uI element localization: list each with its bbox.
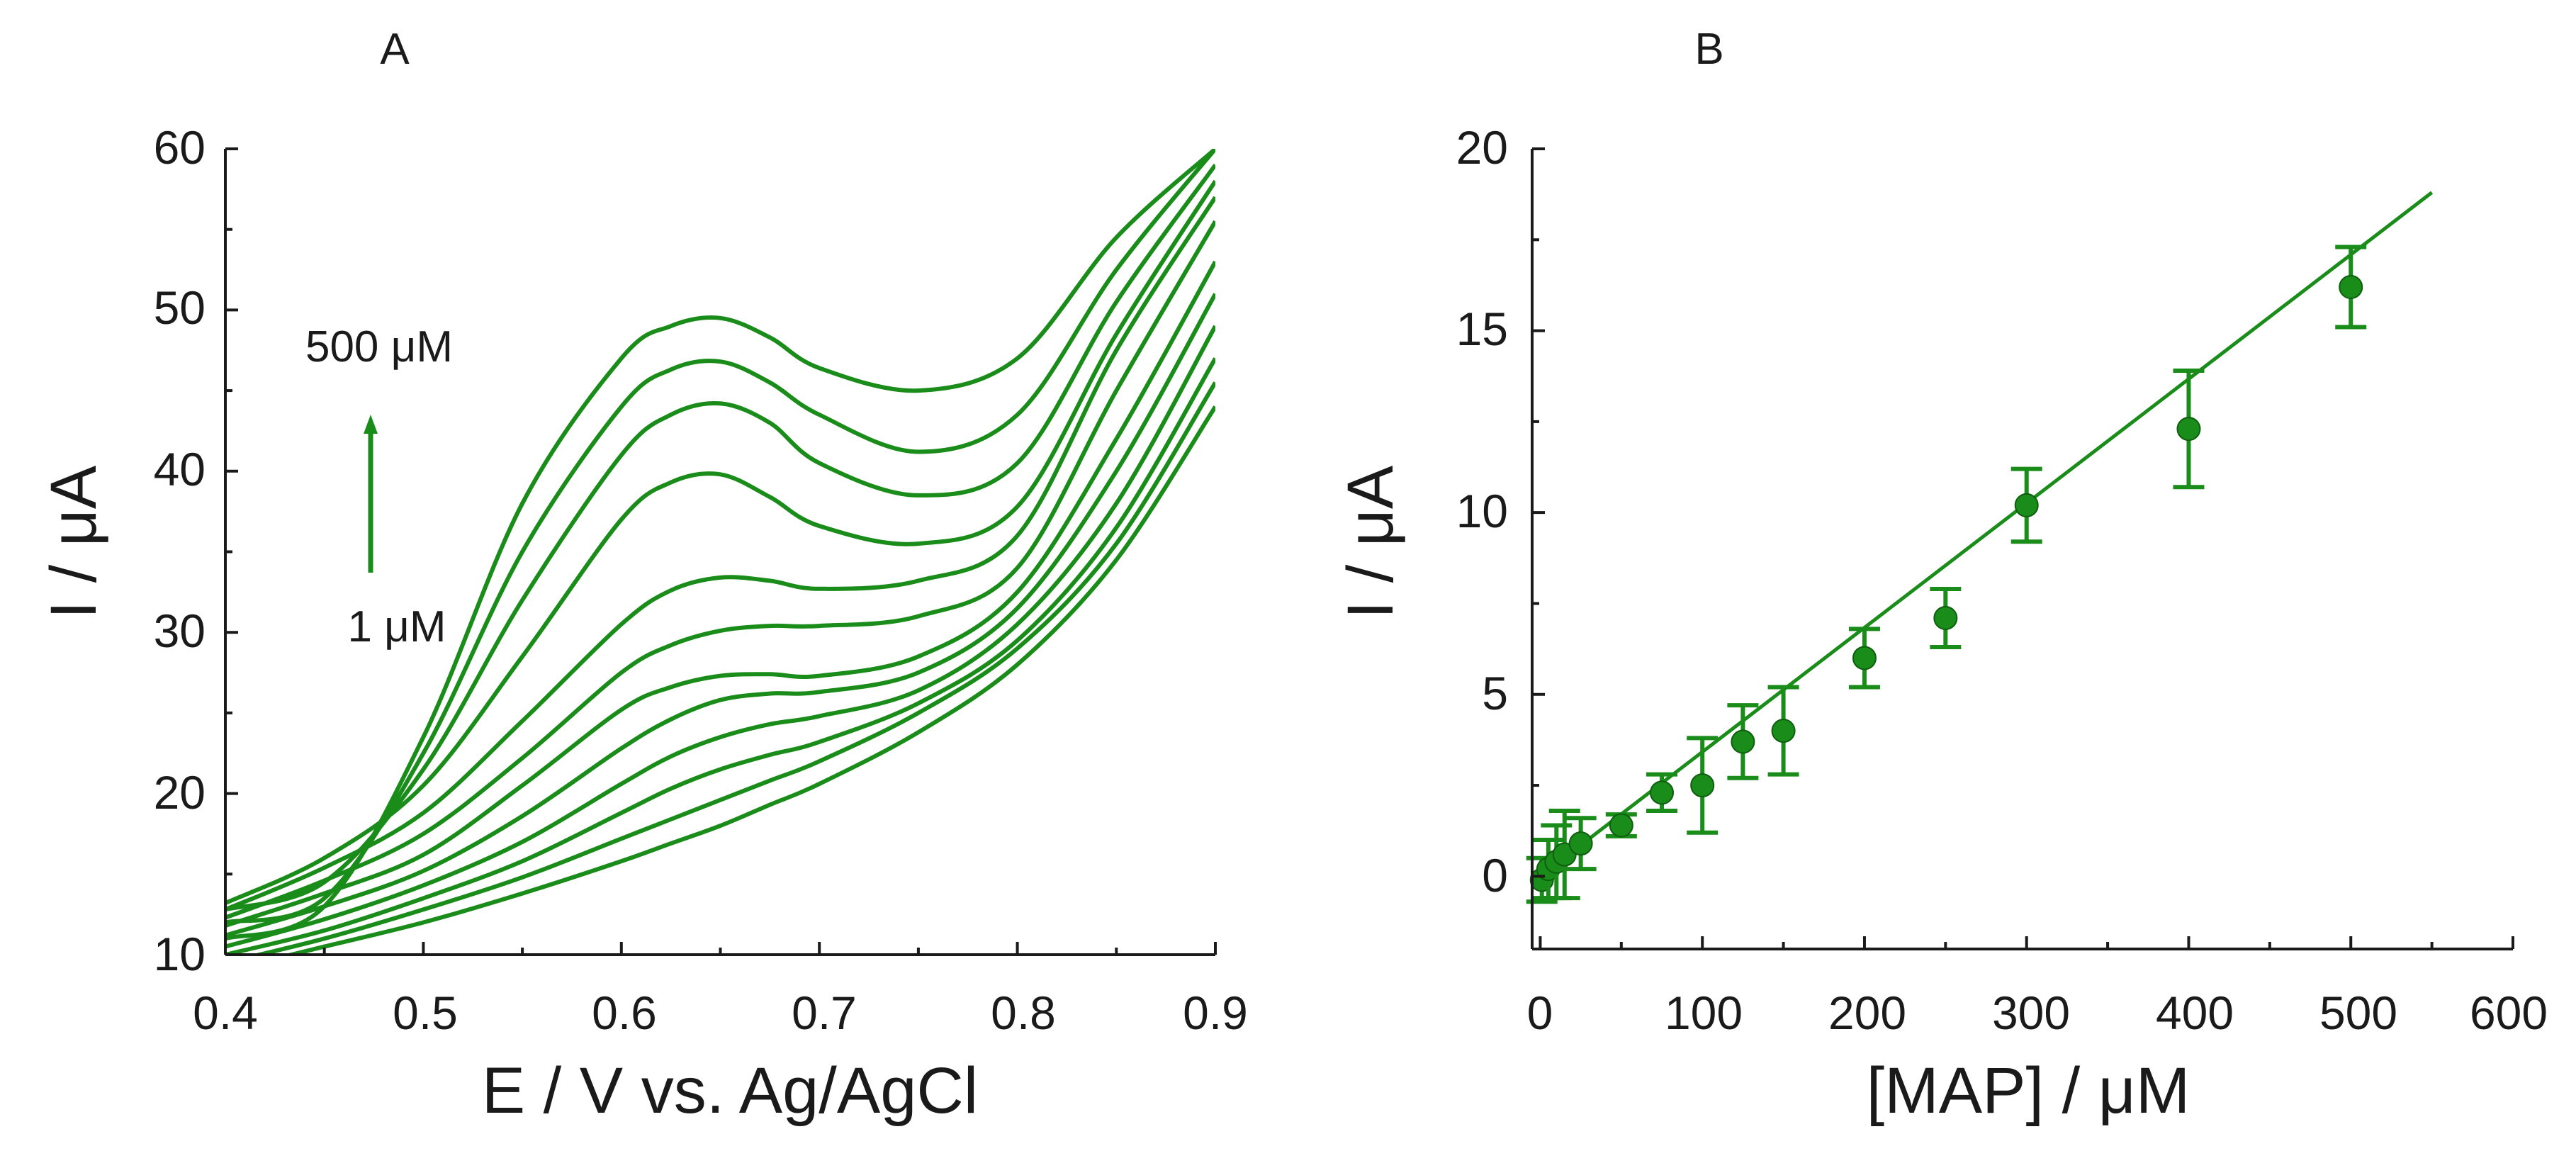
panel-a-y-axis-title: I / μA (38, 465, 110, 619)
data-point (1933, 606, 1958, 631)
panel-b-fit-line (1539, 191, 2434, 878)
voltammogram-curve (225, 325, 1215, 949)
y-tick-label: 30 (154, 605, 206, 657)
data-point (2176, 417, 2201, 442)
panel-a-y-tick-labels: 10 20 30 40 50 60 (154, 121, 206, 980)
y-tick-label: 50 (154, 281, 206, 334)
x-tick-label: 0.6 (592, 987, 657, 1039)
voltammogram-curve (225, 260, 1215, 928)
data-point (1650, 780, 1675, 805)
x-tick-label: 0.9 (1183, 987, 1248, 1039)
voltammogram-curve (225, 357, 1215, 955)
voltammogram-curve (225, 149, 1215, 925)
concentration-arrow-head (364, 415, 378, 434)
voltammogram-curve (250, 381, 1215, 955)
x-tick-label: 400 (2156, 987, 2234, 1039)
voltammogram-curve (225, 163, 1215, 912)
data-point (1771, 719, 1796, 743)
x-tick-label: 0.5 (393, 987, 458, 1039)
panel-a-x-axis-title: E / V vs. Ag/AgCl (482, 1055, 979, 1127)
annotation-top-label: 500 μM (305, 322, 453, 371)
x-tick-label: 0.4 (193, 987, 258, 1039)
x-tick-label: 300 (1992, 987, 2070, 1039)
x-tick-label: 100 (1665, 987, 1743, 1039)
panel-b-axes-frame (1531, 147, 2514, 950)
data-point (2339, 275, 2363, 300)
x-tick-label: 200 (1828, 987, 1906, 1039)
voltammogram-curve (225, 179, 1215, 905)
data-point (1568, 831, 1593, 856)
y-tick-label: 0 (1482, 849, 1508, 902)
panel-a-x-tick-labels: 0.4 0.5 0.6 0.7 0.8 0.9 (193, 987, 1248, 1039)
data-point (1609, 813, 1633, 838)
panel-b-data-points (1526, 245, 2367, 904)
voltammogram-curve (282, 405, 1215, 955)
data-point (1731, 729, 1755, 754)
data-point (1852, 646, 1877, 670)
y-tick-label: 5 (1482, 667, 1508, 719)
panel-a-axes-frame (224, 147, 1217, 956)
linear-fit-line (1539, 191, 2434, 878)
voltammogram-curve (225, 149, 1215, 941)
y-tick-label: 60 (154, 121, 206, 174)
panel-a: A 10 20 30 40 50 60 0.4 0.5 0.6 0.7 0.8 … (38, 25, 1248, 1127)
x-tick-label: 0.8 (991, 987, 1056, 1039)
voltammogram-curve (225, 220, 1215, 920)
x-tick-label: 0.7 (792, 987, 857, 1039)
voltammogram-curve (225, 293, 1215, 938)
data-point (2014, 493, 2039, 517)
panel-b-x-tick-labels: 0 100 200 300 400 500 600 (1527, 987, 2548, 1039)
annotation-bottom-label: 1 μM (347, 602, 446, 651)
panel-a-letter: A (380, 25, 410, 74)
panel-b: B 0 5 10 15 20 0 100 200 300 400 500 600… (1334, 25, 2548, 1127)
y-tick-label: 40 (154, 443, 206, 495)
data-point (1690, 773, 1715, 798)
panel-b-y-axis-title: I / μA (1334, 465, 1407, 619)
y-tick-label: 20 (1456, 121, 1508, 174)
voltammogram-curve (225, 196, 1215, 912)
y-tick-label: 10 (154, 928, 206, 980)
y-tick-label: 20 (154, 766, 206, 819)
x-tick-label: 600 (2470, 987, 2548, 1039)
y-tick-label: 10 (1456, 485, 1508, 537)
panel-b-x-axis-title: [MAP] / μM (1867, 1055, 2190, 1127)
x-tick-label: 500 (2319, 987, 2397, 1039)
x-tick-label: 0 (1527, 987, 1553, 1039)
panel-b-letter: B (1694, 25, 1723, 74)
panel-b-y-tick-labels: 0 5 10 15 20 (1456, 121, 1508, 902)
panel-a-voltammograms (225, 149, 1215, 955)
y-tick-label: 15 (1456, 303, 1508, 355)
